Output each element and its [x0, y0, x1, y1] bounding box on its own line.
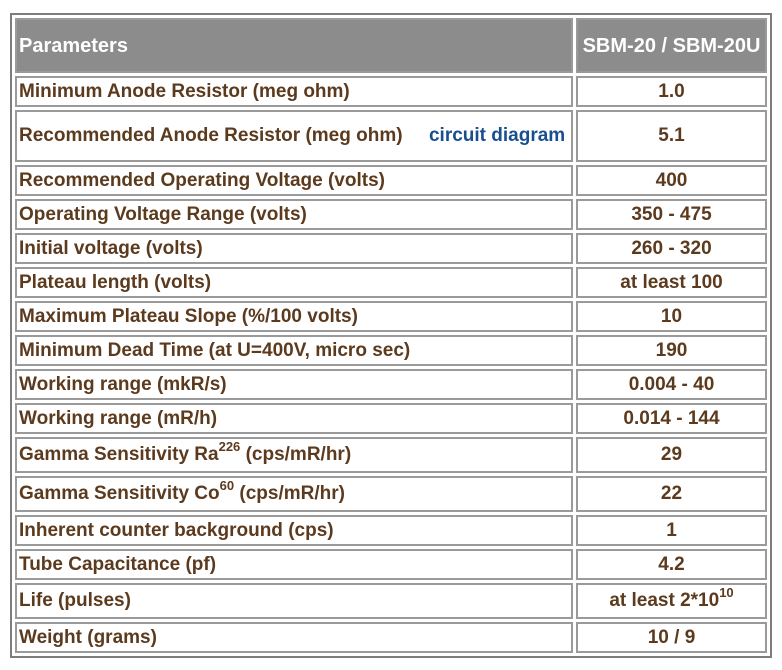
table-row: Gamma Sensitivity Co60 (cps/mR/hr) 22	[15, 476, 767, 512]
table-row: Maximum Plateau Slope (%/100 volts) 10	[15, 301, 767, 332]
table-row: Gamma Sensitivity Ra226 (cps/mR/hr) 29	[15, 437, 767, 473]
param-cell: Gamma Sensitivity Ra226 (cps/mR/hr)	[15, 437, 573, 473]
table-row: Recommended Anode Resistor (meg ohm) cir…	[15, 110, 767, 162]
param-cell: Weight (grams)	[15, 622, 573, 653]
param-cell: Inherent counter background (cps)	[15, 515, 573, 546]
table-row: Plateau length (volts) at least 100	[15, 267, 767, 298]
value-cell: 400	[576, 165, 767, 196]
param-text: Gamma Sensitivity Co	[19, 483, 220, 504]
table-row: Life (pulses) at least 2*1010	[15, 583, 767, 619]
value-cell: 190	[576, 335, 767, 366]
param-cell: Plateau length (volts)	[15, 267, 573, 298]
value-cell: 4.2	[576, 549, 767, 580]
parameters-table: Parameters SBM-20 / SBM-20U Minimum Anod…	[12, 15, 770, 656]
param-text: Gamma Sensitivity Ra	[19, 444, 219, 465]
param-cell: Minimum Anode Resistor (meg ohm)	[15, 76, 573, 107]
param-cell: Tube Capacitance (pf)	[15, 549, 573, 580]
value-cell: 0.014 - 144	[576, 403, 767, 434]
circuit-diagram-link[interactable]: circuit diagram	[428, 125, 566, 146]
value-text: at least 2*10	[609, 590, 720, 611]
value-cell: 10 / 9	[576, 622, 767, 653]
table-row: Weight (grams) 10 / 9	[15, 622, 767, 653]
table-header-row: Parameters SBM-20 / SBM-20U	[15, 18, 767, 73]
table-row: Inherent counter background (cps) 1	[15, 515, 767, 546]
isotope-superscript: 226	[218, 438, 241, 454]
table-row: Working range (mR/h) 0.014 - 144	[15, 403, 767, 434]
table-row: Minimum Anode Resistor (meg ohm) 1.0	[15, 76, 767, 107]
isotope-superscript: 60	[219, 477, 235, 493]
param-text: Recommended Anode Resistor (meg ohm)	[19, 125, 403, 146]
value-cell: 350 - 475	[576, 199, 767, 230]
header-model: SBM-20 / SBM-20U	[576, 18, 767, 73]
header-parameters: Parameters	[15, 18, 573, 73]
param-cell: Life (pulses)	[15, 583, 573, 619]
exponent-superscript: 10	[719, 584, 734, 600]
value-cell: 1	[576, 515, 767, 546]
table-row: Tube Capacitance (pf) 4.2	[15, 549, 767, 580]
param-cell: Operating Voltage Range (volts)	[15, 199, 573, 230]
param-unit: (cps/mR/hr)	[234, 483, 345, 504]
value-cell: 5.1	[576, 110, 767, 162]
value-cell: 0.004 - 40	[576, 369, 767, 400]
param-cell: Recommended Operating Voltage (volts)	[15, 165, 573, 196]
table-row: Recommended Operating Voltage (volts) 40…	[15, 165, 767, 196]
parameters-table-frame: Parameters SBM-20 / SBM-20U Minimum Anod…	[10, 13, 772, 658]
param-cell: Working range (mR/h)	[15, 403, 573, 434]
table-row: Working range (mkR/s) 0.004 - 40	[15, 369, 767, 400]
value-cell: 22	[576, 476, 767, 512]
value-cell: at least 2*1010	[576, 583, 767, 619]
table-row: Initial voltage (volts) 260 - 320	[15, 233, 767, 264]
param-cell: Gamma Sensitivity Co60 (cps/mR/hr)	[15, 476, 573, 512]
value-cell: 1.0	[576, 76, 767, 107]
value-cell: 29	[576, 437, 767, 473]
param-cell: Recommended Anode Resistor (meg ohm) cir…	[15, 110, 573, 162]
param-unit: (cps/mR/hr)	[240, 444, 352, 465]
param-cell: Minimum Dead Time (at U=400V, micro sec)	[15, 335, 573, 366]
value-cell: at least 100	[576, 267, 767, 298]
param-cell: Initial voltage (volts)	[15, 233, 573, 264]
table-row: Minimum Dead Time (at U=400V, micro sec)…	[15, 335, 767, 366]
param-cell: Maximum Plateau Slope (%/100 volts)	[15, 301, 573, 332]
param-cell: Working range (mkR/s)	[15, 369, 573, 400]
table-row: Operating Voltage Range (volts) 350 - 47…	[15, 199, 767, 230]
value-cell: 260 - 320	[576, 233, 767, 264]
value-cell: 10	[576, 301, 767, 332]
